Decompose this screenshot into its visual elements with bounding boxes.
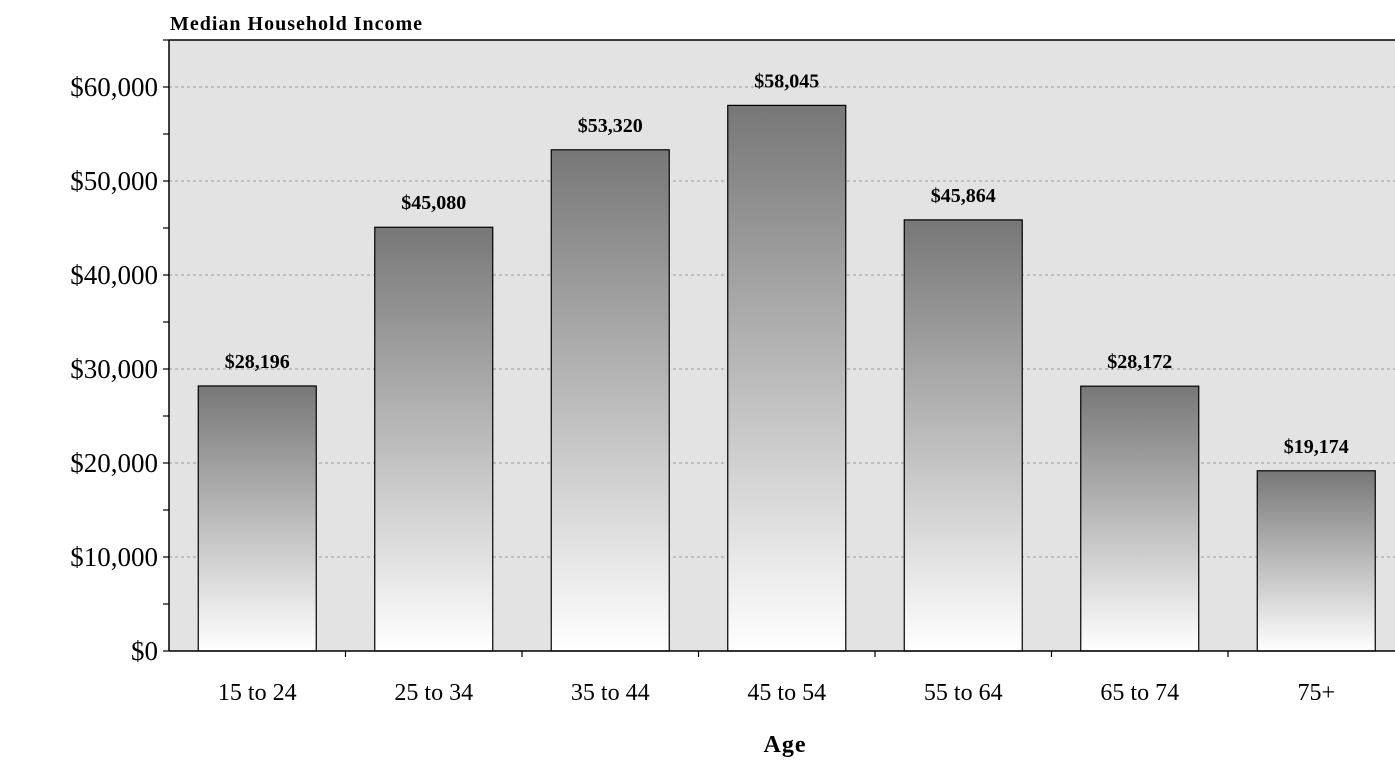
bar [374,226,494,652]
y-tick-label: $60,000 [70,72,158,102]
bar [727,104,847,652]
axes [168,39,1395,652]
data-label: $45,864 [931,185,996,207]
bar [550,149,670,652]
y-tick-label: $20,000 [70,448,158,478]
bar [1256,470,1376,652]
data-label: $53,320 [578,115,643,137]
x-tick-label: 25 to 34 [394,680,473,706]
x-tick-label: 55 to 64 [924,680,1003,706]
x-tick-label: 65 to 74 [1100,680,1179,706]
data-label: $58,045 [754,70,819,92]
data-label: $19,174 [1284,436,1349,458]
x-tick-label: 45 to 54 [747,680,826,706]
data-label: $28,196 [225,351,290,373]
data-label: $28,172 [1107,351,1172,373]
y-tick-label: $40,000 [70,260,158,290]
x-tick-label: 15 to 24 [218,680,297,706]
bar [1080,385,1200,652]
tick-marks [163,39,1229,657]
y-tick-label: $50,000 [70,166,158,196]
y-tick-label: $30,000 [70,354,158,384]
y-tick-label: $0 [131,636,158,666]
x-axis-title: Age [764,732,807,758]
bar [903,219,1023,652]
data-label: $45,080 [401,192,466,214]
bar [197,385,317,652]
labels: $0 $10,000 $20,000 $30,000 $40,000 $50,000 $60… [70,70,1349,706]
bars [197,104,1376,652]
x-tick-label: 35 to 44 [571,680,650,706]
x-tick-label: 75+ [1297,680,1335,706]
chart-title: Median Household Income [170,13,423,35]
y-tick-label: $10,000 [70,542,158,572]
